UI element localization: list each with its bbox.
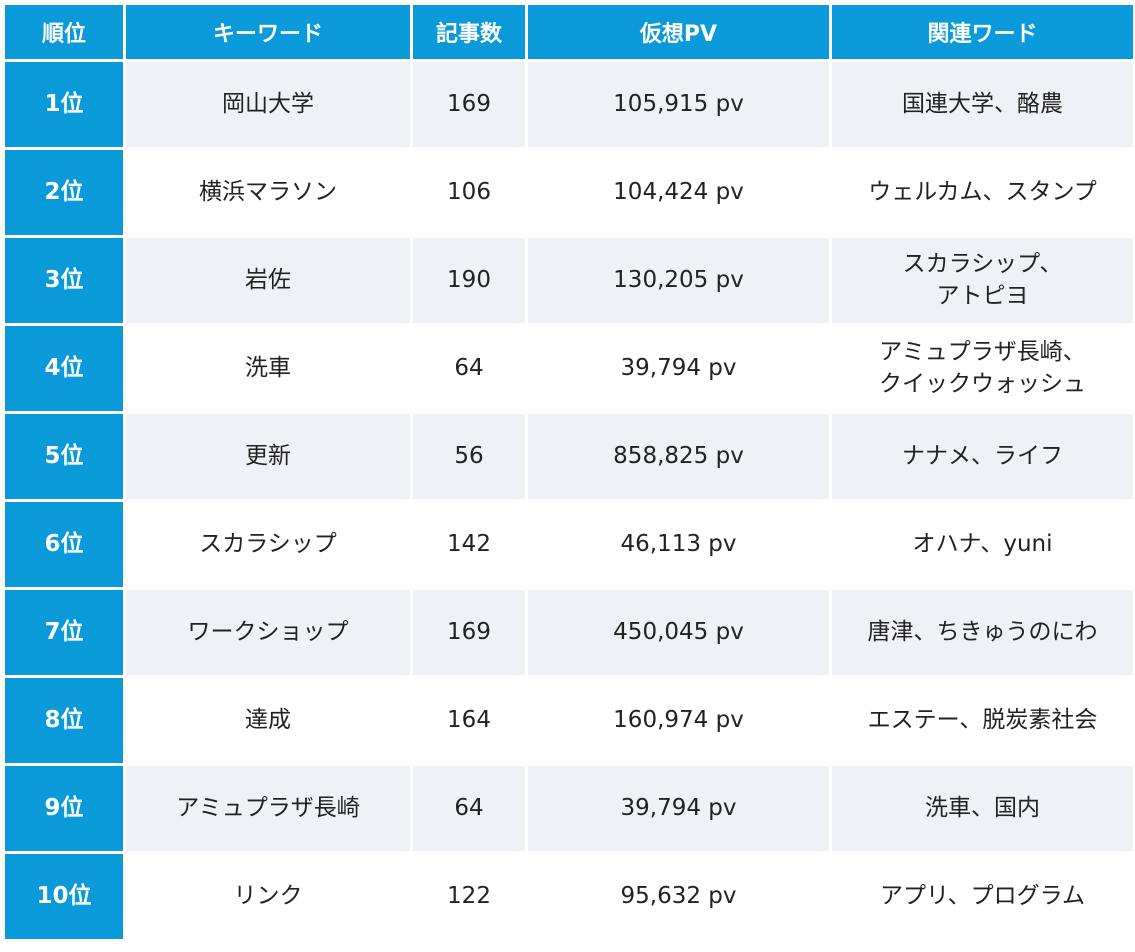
table-row: 3位 岩佐 190 130,205 pv スカラシップ、 アトピヨ: [5, 238, 1133, 323]
header-row: 順位 キーワード 記事数 仮想PV 関連ワード: [5, 5, 1133, 59]
related-cell: オハナ、yuni: [832, 502, 1133, 587]
articles-cell: 64: [413, 326, 525, 411]
pv-cell: 450,045 pv: [528, 590, 829, 675]
rank-cell: 8位: [5, 678, 123, 763]
table-row: 9位 アミュプラザ長崎 64 39,794 pv 洗車、国内: [5, 766, 1133, 851]
table-header: 順位 キーワード 記事数 仮想PV 関連ワード: [5, 5, 1133, 59]
related-cell: アプリ、プログラム: [832, 854, 1133, 939]
keyword-cell: 岡山大学: [126, 62, 410, 147]
table-row: 1位 岡山大学 169 105,915 pv 国連大学、酪農: [5, 62, 1133, 147]
related-cell: アミュプラザ長崎、 クイックウォッシュ: [832, 326, 1133, 411]
rank-cell: 4位: [5, 326, 123, 411]
keyword-cell: 更新: [126, 414, 410, 499]
pv-cell: 39,794 pv: [528, 326, 829, 411]
table-row: 4位 洗車 64 39,794 pv アミュプラザ長崎、 クイックウォッシュ: [5, 326, 1133, 411]
rank-cell: 10位: [5, 854, 123, 939]
related-cell: ウェルカム、スタンプ: [832, 150, 1133, 235]
related-cell: ナナメ、ライフ: [832, 414, 1133, 499]
articles-cell: 169: [413, 590, 525, 675]
table-row: 2位 横浜マラソン 106 104,424 pv ウェルカム、スタンプ: [5, 150, 1133, 235]
header-pv: 仮想PV: [528, 5, 829, 59]
articles-cell: 56: [413, 414, 525, 499]
rank-cell: 1位: [5, 62, 123, 147]
keyword-cell: スカラシップ: [126, 502, 410, 587]
header-rank: 順位: [5, 5, 123, 59]
table-row: 10位 リンク 122 95,632 pv アプリ、プログラム: [5, 854, 1133, 939]
keyword-cell: アミュプラザ長崎: [126, 766, 410, 851]
pv-cell: 39,794 pv: [528, 766, 829, 851]
table-row: 7位 ワークショップ 169 450,045 pv 唐津、ちきゅうのにわ: [5, 590, 1133, 675]
pv-cell: 130,205 pv: [528, 238, 829, 323]
keyword-cell: 達成: [126, 678, 410, 763]
pv-cell: 105,915 pv: [528, 62, 829, 147]
articles-cell: 64: [413, 766, 525, 851]
related-cell: スカラシップ、 アトピヨ: [832, 238, 1133, 323]
rank-cell: 7位: [5, 590, 123, 675]
keyword-cell: ワークショップ: [126, 590, 410, 675]
table-row: 6位 スカラシップ 142 46,113 pv オハナ、yuni: [5, 502, 1133, 587]
rank-cell: 6位: [5, 502, 123, 587]
header-keyword: キーワード: [126, 5, 410, 59]
pv-cell: 160,974 pv: [528, 678, 829, 763]
articles-cell: 142: [413, 502, 525, 587]
pv-cell: 46,113 pv: [528, 502, 829, 587]
table-body: 1位 岡山大学 169 105,915 pv 国連大学、酪農 2位 横浜マラソン…: [5, 62, 1133, 939]
rank-cell: 5位: [5, 414, 123, 499]
keyword-cell: 横浜マラソン: [126, 150, 410, 235]
pv-cell: 858,825 pv: [528, 414, 829, 499]
articles-cell: 106: [413, 150, 525, 235]
header-articles: 記事数: [413, 5, 525, 59]
keyword-cell: 洗車: [126, 326, 410, 411]
pv-cell: 95,632 pv: [528, 854, 829, 939]
header-related: 関連ワード: [832, 5, 1133, 59]
articles-cell: 190: [413, 238, 525, 323]
table-row: 5位 更新 56 858,825 pv ナナメ、ライフ: [5, 414, 1133, 499]
articles-cell: 169: [413, 62, 525, 147]
rank-cell: 3位: [5, 238, 123, 323]
pv-cell: 104,424 pv: [528, 150, 829, 235]
articles-cell: 122: [413, 854, 525, 939]
related-cell: 唐津、ちきゅうのにわ: [832, 590, 1133, 675]
table-row: 8位 達成 164 160,974 pv エステー、脱炭素社会: [5, 678, 1133, 763]
related-cell: エステー、脱炭素社会: [832, 678, 1133, 763]
articles-cell: 164: [413, 678, 525, 763]
related-cell: 国連大学、酪農: [832, 62, 1133, 147]
keyword-cell: 岩佐: [126, 238, 410, 323]
related-cell: 洗車、国内: [832, 766, 1133, 851]
keyword-cell: リンク: [126, 854, 410, 939]
rank-cell: 2位: [5, 150, 123, 235]
rank-cell: 9位: [5, 766, 123, 851]
